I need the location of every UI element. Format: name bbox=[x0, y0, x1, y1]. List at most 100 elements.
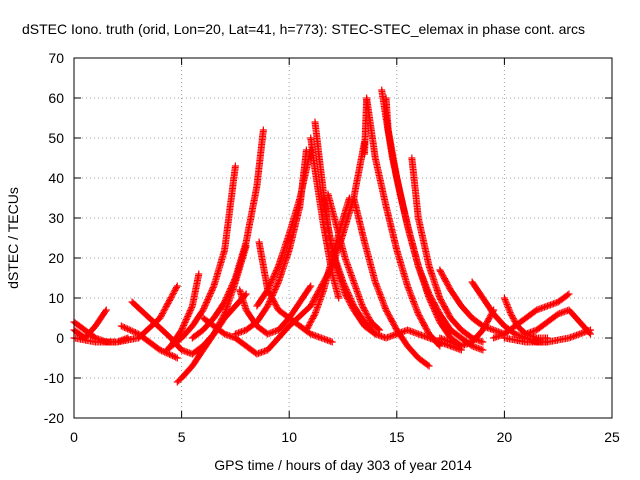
data-point-trail bbox=[178, 304, 196, 332]
data-point-trail bbox=[368, 319, 382, 333]
data-point-trail bbox=[320, 256, 336, 292]
y-tick-label: 60 bbox=[48, 90, 64, 106]
data-point-trail bbox=[264, 264, 282, 292]
data-point-trail bbox=[426, 291, 443, 317]
data-point-trail bbox=[179, 323, 195, 341]
data-point-trail bbox=[372, 280, 389, 312]
data-point-trail bbox=[157, 284, 180, 320]
data-point-trail bbox=[119, 323, 141, 337]
series-13 bbox=[231, 146, 310, 338]
data-point-trail bbox=[303, 312, 318, 332]
data-point bbox=[457, 346, 465, 354]
data-point-trail bbox=[469, 279, 486, 301]
data-point-trail bbox=[221, 276, 239, 304]
x-tick-label: 20 bbox=[497, 429, 513, 445]
data-point-trail bbox=[406, 232, 422, 268]
data-point-trail bbox=[211, 323, 227, 337]
data-point-trail bbox=[383, 307, 400, 333]
series-23 bbox=[378, 86, 487, 354]
data-point-trail bbox=[501, 296, 514, 316]
data-point-trail bbox=[470, 315, 485, 329]
data-point-trail bbox=[502, 323, 518, 337]
data-point-trail bbox=[200, 331, 217, 353]
series-20 bbox=[350, 194, 433, 370]
series-30 bbox=[522, 306, 594, 338]
data-point-trail bbox=[221, 164, 239, 252]
data-point-trail bbox=[382, 116, 396, 160]
data-point-trail bbox=[200, 284, 217, 312]
data-point bbox=[328, 338, 336, 346]
data-point-trail bbox=[480, 307, 497, 333]
data-point-trail bbox=[275, 232, 293, 268]
y-tick-label: 50 bbox=[48, 130, 64, 146]
data-point-trail bbox=[437, 267, 454, 293]
data-point-trail bbox=[448, 327, 464, 341]
x-axis-label: GPS time / hours of day 303 of year 2014 bbox=[214, 457, 472, 473]
x-tick-label: 0 bbox=[70, 429, 78, 445]
data-point-trail bbox=[71, 319, 87, 333]
data-point-trail bbox=[566, 307, 583, 325]
data-point-trail bbox=[545, 311, 561, 325]
series-31 bbox=[500, 326, 594, 346]
series-29 bbox=[490, 290, 573, 342]
data-point-trail bbox=[297, 283, 314, 305]
data-point-trail bbox=[129, 299, 152, 321]
data-point bbox=[195, 270, 203, 278]
data-point-trail bbox=[491, 311, 507, 329]
series-16 bbox=[320, 194, 401, 342]
data-point-trail bbox=[201, 315, 216, 329]
data-point-trail bbox=[92, 307, 109, 329]
data-point-trail bbox=[286, 204, 304, 252]
data-point-trail bbox=[448, 315, 464, 333]
x-tick-label: 5 bbox=[178, 429, 186, 445]
x-tick-label: 25 bbox=[604, 429, 620, 445]
data-point-trail bbox=[189, 347, 206, 369]
data-point-trail bbox=[335, 272, 349, 296]
data-point-trail bbox=[189, 272, 202, 308]
y-tick-label: -20 bbox=[44, 410, 64, 426]
data-point-trail bbox=[437, 295, 454, 321]
data-point bbox=[259, 126, 267, 134]
data-point bbox=[199, 306, 207, 314]
series-32 bbox=[393, 326, 465, 354]
data-point-trail bbox=[362, 323, 378, 337]
data-point-trail bbox=[265, 335, 281, 353]
data-point bbox=[307, 282, 315, 290]
series-2 bbox=[70, 282, 181, 346]
data-point-trail bbox=[448, 287, 464, 309]
data-point-trail bbox=[136, 331, 163, 353]
y-tick-label: 70 bbox=[48, 50, 64, 66]
data-point-trail bbox=[179, 363, 195, 381]
y-axis-label: dSTEC / TECUs bbox=[5, 187, 21, 289]
data-point-trail bbox=[286, 303, 313, 329]
data-point-trail bbox=[437, 319, 454, 341]
data-point bbox=[507, 310, 515, 318]
data-point-trail bbox=[329, 272, 342, 300]
data-point-trail bbox=[189, 307, 206, 329]
data-point bbox=[156, 346, 164, 354]
data-point-trail bbox=[398, 196, 413, 236]
data-point-trail bbox=[458, 303, 475, 321]
data-point bbox=[565, 290, 573, 298]
data-point-trail bbox=[389, 156, 405, 200]
series-7 bbox=[167, 270, 203, 350]
data-point bbox=[586, 326, 594, 334]
data-point-trail bbox=[264, 280, 282, 308]
data-point-trail bbox=[236, 288, 250, 312]
data-point bbox=[117, 322, 125, 330]
data-point-trail bbox=[254, 287, 271, 309]
data-point-trail bbox=[513, 315, 529, 329]
data-point-trail bbox=[276, 307, 292, 321]
data-point-trail bbox=[359, 304, 374, 324]
data-point-trail bbox=[342, 256, 357, 284]
data-point-trail bbox=[408, 156, 422, 220]
data-point-trail bbox=[459, 327, 475, 341]
data-point-trail bbox=[329, 224, 344, 260]
data-point-trail bbox=[382, 204, 400, 252]
data-point-trail bbox=[556, 291, 572, 305]
y-tick-label: 10 bbox=[48, 290, 64, 306]
y-tick-label: 40 bbox=[48, 170, 64, 186]
data-point-trail bbox=[415, 216, 433, 268]
data-point-trail bbox=[175, 375, 184, 385]
series-19 bbox=[302, 194, 353, 334]
